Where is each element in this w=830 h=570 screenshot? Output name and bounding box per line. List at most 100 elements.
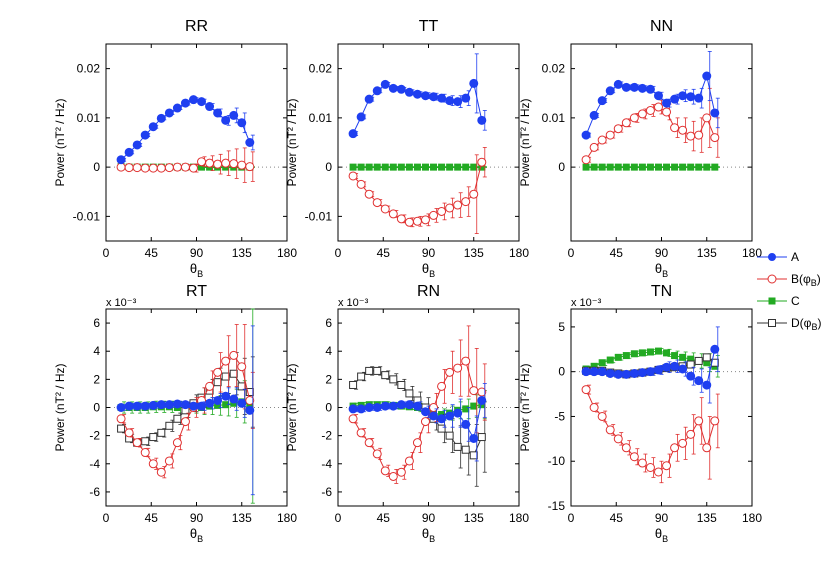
data-point: [372, 403, 382, 412]
data-point: [477, 395, 487, 405]
data-point: [629, 368, 639, 378]
data-point: [124, 428, 134, 438]
data-point: [453, 442, 462, 451]
data-point: [438, 163, 446, 171]
series-C: [582, 347, 720, 378]
data-point: [364, 438, 374, 448]
data-point: [686, 92, 696, 102]
panel-title: RN: [417, 283, 440, 300]
x-tick-label: 180: [277, 246, 297, 260]
data-point: [156, 400, 166, 410]
data-point: [397, 163, 405, 171]
data-point: [695, 163, 703, 171]
x-tick-label: 135: [232, 511, 252, 525]
data-point: [364, 94, 374, 104]
data-point: [357, 163, 365, 171]
data-point: [188, 95, 198, 105]
x-tick-label: 0: [103, 246, 110, 260]
data-point: [461, 419, 471, 429]
data-point: [597, 411, 607, 421]
data-point: [396, 84, 406, 94]
y-tick-label: 5: [558, 320, 565, 334]
x-axis-label-sub: B: [429, 534, 435, 544]
y-axis-label: Power (nT² / Hz): [285, 363, 299, 451]
x-tick-label: 0: [335, 246, 342, 260]
data-point: [180, 162, 190, 172]
data-point: [245, 405, 255, 415]
data-point: [117, 424, 126, 433]
data-point: [462, 163, 470, 171]
data-point: [365, 366, 374, 375]
data-point: [613, 124, 623, 134]
data-point: [132, 438, 142, 448]
data-point: [621, 443, 631, 453]
data-point: [421, 163, 429, 171]
data-point: [478, 163, 486, 171]
panel-title: RR: [185, 18, 208, 35]
y-axis-label: Power (nT² / Hz): [53, 98, 67, 186]
legend-label-sub: B: [811, 278, 817, 288]
data-point: [702, 380, 712, 390]
data-point: [597, 367, 607, 377]
data-point: [469, 386, 479, 396]
data-point: [140, 401, 150, 411]
axis-exponent: x 10⁻³: [338, 297, 369, 309]
data-point: [702, 113, 712, 123]
legend-label-sub: B: [811, 322, 817, 332]
data-point: [420, 91, 430, 101]
panel-title: TN: [651, 283, 672, 300]
data-point: [188, 163, 198, 173]
x-tick-label: 45: [377, 246, 391, 260]
data-point: [373, 163, 381, 171]
data-point: [703, 163, 711, 171]
series-A: [348, 383, 487, 462]
legend-marker: [768, 253, 776, 261]
data-point: [132, 401, 142, 411]
legend-item-D: D(φB): [757, 316, 821, 332]
legend-item-B: B(φB): [757, 272, 821, 288]
data-point: [445, 96, 455, 106]
data-point: [629, 82, 639, 92]
y-tick-label: -10: [548, 454, 566, 468]
data-point: [364, 403, 374, 412]
x-tick-label: 90: [190, 511, 204, 525]
y-tick-label: 0: [558, 160, 565, 174]
data-point: [164, 456, 174, 466]
series-A: [116, 325, 255, 496]
y-axis-label: Power (nT² / Hz): [518, 98, 532, 186]
x-tick-label: 0: [568, 511, 575, 525]
data-point: [124, 147, 134, 157]
data-point: [397, 380, 406, 389]
data-point: [613, 79, 623, 89]
legend-label: B(φB): [791, 272, 821, 288]
data-point: [404, 217, 414, 227]
data-point: [205, 102, 215, 112]
data-point: [164, 400, 174, 410]
series-A: [116, 95, 255, 165]
data-point: [621, 369, 631, 379]
data-point: [597, 96, 607, 106]
legend-marker: [767, 274, 777, 284]
data-point: [404, 87, 414, 97]
data-point: [396, 214, 406, 224]
y-tick-label: -6: [89, 485, 100, 499]
data-point: [132, 140, 142, 150]
y-tick-label: 0.02: [542, 62, 566, 76]
data-point: [581, 130, 591, 140]
legend-label: C: [791, 294, 800, 308]
data-point: [356, 404, 366, 414]
data-point: [180, 98, 190, 108]
y-tick-label: 0: [93, 401, 100, 415]
data-point: [124, 163, 134, 173]
data-point: [237, 362, 247, 372]
data-point: [221, 372, 230, 381]
data-point: [622, 352, 630, 360]
data-point: [365, 163, 373, 171]
data-point: [461, 197, 471, 207]
data-point: [653, 365, 663, 375]
series-A: [581, 50, 720, 140]
data-point: [686, 429, 696, 439]
series-line: [585, 389, 716, 473]
x-tick-label: 90: [422, 246, 436, 260]
data-point: [348, 129, 358, 139]
